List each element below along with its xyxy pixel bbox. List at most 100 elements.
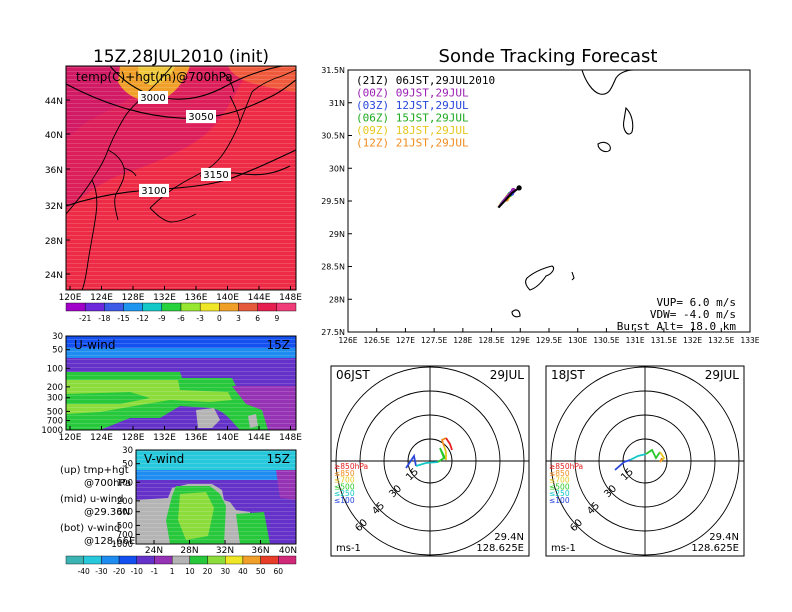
v-wind-x-tick-label: 24N (145, 546, 163, 556)
track-y-tick-label: 29.5N (321, 197, 345, 206)
track-lines (497, 185, 522, 209)
map-colorbar-swatch (238, 302, 258, 312)
wind-colorbar-label: 60 (274, 567, 284, 576)
hodograph-trace (440, 437, 447, 447)
map-x-tick-label: 140E (216, 293, 239, 303)
contour-label-3150: 3150 (201, 168, 231, 181)
v-wind-y-tick-label: 300 (117, 508, 133, 518)
map-colorbar-swatch (65, 302, 86, 312)
hodograph-trace (405, 453, 417, 469)
wind-colorbar-swatch (118, 555, 137, 565)
hodograph-right-levels: ≥850hPa≤850≤700≤500≤250≤100 (549, 462, 583, 505)
wind-colorbar-swatch (225, 555, 244, 565)
map-colorbar-swatch (219, 302, 239, 312)
map-colorbar: -21 -18 -15 -12 -9 -6 -3 0 3 6 9 (65, 302, 297, 323)
v-wind-x-ticks: 24N 28N 32N 36N 40N (145, 540, 297, 556)
track-x-tick-label: 133E (740, 336, 759, 345)
track-y-tick-label: 27.5N (321, 328, 345, 337)
hodograph-level-label: ≤850 (334, 469, 355, 478)
u-wind-y-tick-label: 50 (52, 346, 63, 356)
track-x-tick-label: 126E (338, 336, 357, 345)
wind-colorbar-label: 50 (256, 567, 266, 576)
contour-label-3100: 3100 (139, 184, 169, 197)
wind-colorbar-label: 40 (238, 567, 248, 576)
contour-label: 3000 (140, 93, 165, 104)
wind-colorbar-swatch (83, 555, 102, 565)
track-x-ticks: 126E 126.5E 127E 127.5E 128E 128.5E 129E 129.5E… (338, 328, 760, 345)
hodograph-level-label: ≥850hPa (334, 462, 368, 471)
hodograph-level-label: ≤250 (549, 489, 570, 498)
map-colorbar-swatch (123, 302, 143, 312)
v-wind-y-tick-label: 30 (122, 446, 133, 456)
map-colorbar-swatch (257, 302, 278, 312)
wind-colorbar-label: -20 (113, 567, 125, 576)
track-legend-entry: (12Z) 21JST,29JUL (356, 137, 469, 150)
hodograph-level-label: ≤700 (334, 476, 355, 485)
map-x-tick-label: 132E (153, 293, 176, 303)
wind-colorbar-label: 20 (203, 567, 213, 576)
wind-colorbar: -40 -30 -20 -10 -1 1 10 20 30 40 50 60 (65, 555, 297, 576)
map-colorbar-label: 3 (236, 314, 241, 323)
note-mid-level: @29.36N (84, 507, 130, 518)
hodograph-level-label: ≤250 (334, 489, 355, 498)
u-wind-time: 15Z (267, 338, 291, 352)
map-colorbar-swatch (276, 302, 297, 312)
track-y-tick-label: 29N (329, 230, 345, 239)
track-line (497, 187, 520, 209)
map-y-tick-label: 36N (45, 166, 63, 176)
map-x-tick-label: 148E (279, 293, 302, 303)
track-y-tick-label: 30N (329, 164, 345, 173)
wind-colorbar-swatch (154, 555, 173, 565)
track-x-tick-label: 128E (453, 336, 472, 345)
u-wind-y-tick-label: 700 (47, 416, 63, 426)
track-legend: (21Z) 06JST,29JUL2010(00Z) 09JST,29JUL(0… (356, 74, 495, 150)
wind-colorbar-label: -30 (95, 567, 107, 576)
map-x-tick-label: 120E (59, 293, 82, 303)
hodograph-right-lat: 29.4N (709, 532, 739, 543)
map-x-tick-label: 136E (185, 293, 208, 303)
hodograph-trace (443, 445, 447, 460)
map-colorbar-label: 6 (255, 314, 260, 323)
map-y-tick-label: 24N (45, 271, 63, 281)
wind-colorbar-swatch (242, 555, 261, 565)
map-colorbar-label: -6 (177, 314, 185, 323)
wind-colorbar-swatch (101, 555, 120, 565)
map-colorbar-label: 0 (217, 314, 222, 323)
v-wind-label: V-wind (144, 452, 184, 466)
u-wind-x-tick-label: 132E (153, 433, 176, 443)
map-panel-label: temp(C)+hgt(m)@700hPa (76, 70, 233, 84)
map-colorbar-label: -21 (79, 314, 91, 323)
map-colorbar-label: -15 (117, 314, 129, 323)
wind-colorbar-swatch (278, 555, 297, 565)
hodograph-left-time: 06JST (336, 368, 370, 382)
map-y-tick-label: 40N (45, 131, 63, 141)
track-y-tick-label: 28N (329, 295, 345, 304)
track-x-tick-label: 127E (396, 336, 415, 345)
u-wind-y-tick-label: 200 (47, 383, 63, 393)
v-wind-y-tick-label: 200 (117, 497, 133, 507)
u-wind-y-tick-label: 300 (47, 394, 63, 404)
map-colorbar-swatch (142, 302, 163, 312)
vdw-readout: VDW= -4.0 m/s (650, 308, 736, 321)
u-wind-x-tick-label: 120E (59, 433, 82, 443)
track-x-tick-label: 130.5E (593, 336, 619, 345)
hodograph-trace (629, 453, 647, 461)
hodograph-trace (614, 459, 631, 471)
v-wind-time: 15Z (267, 452, 291, 466)
v-wind-y-tick-label: 1000 (111, 540, 133, 550)
hodograph-level-label: ≤850 (549, 469, 570, 478)
u-wind-x-ticks: 120E 124E 128E 132E 136E 140E 144E 148E (59, 426, 302, 443)
track-x-tick-label: 126.5E (364, 336, 390, 345)
track-x-tick-label: 131E (626, 336, 645, 345)
map-colorbar-label: -12 (137, 314, 149, 323)
hodograph-right-lon: 128.625E (691, 543, 739, 554)
track-legend-entry: (21Z) 06JST,29JUL2010 (356, 74, 495, 87)
track-y-tick-label: 30.5N (321, 132, 345, 141)
map-colorbar-label: -9 (158, 314, 166, 323)
map-colorbar-swatch (104, 302, 124, 312)
wind-colorbar-swatch (189, 555, 208, 565)
contour-label: 3100 (141, 186, 166, 197)
